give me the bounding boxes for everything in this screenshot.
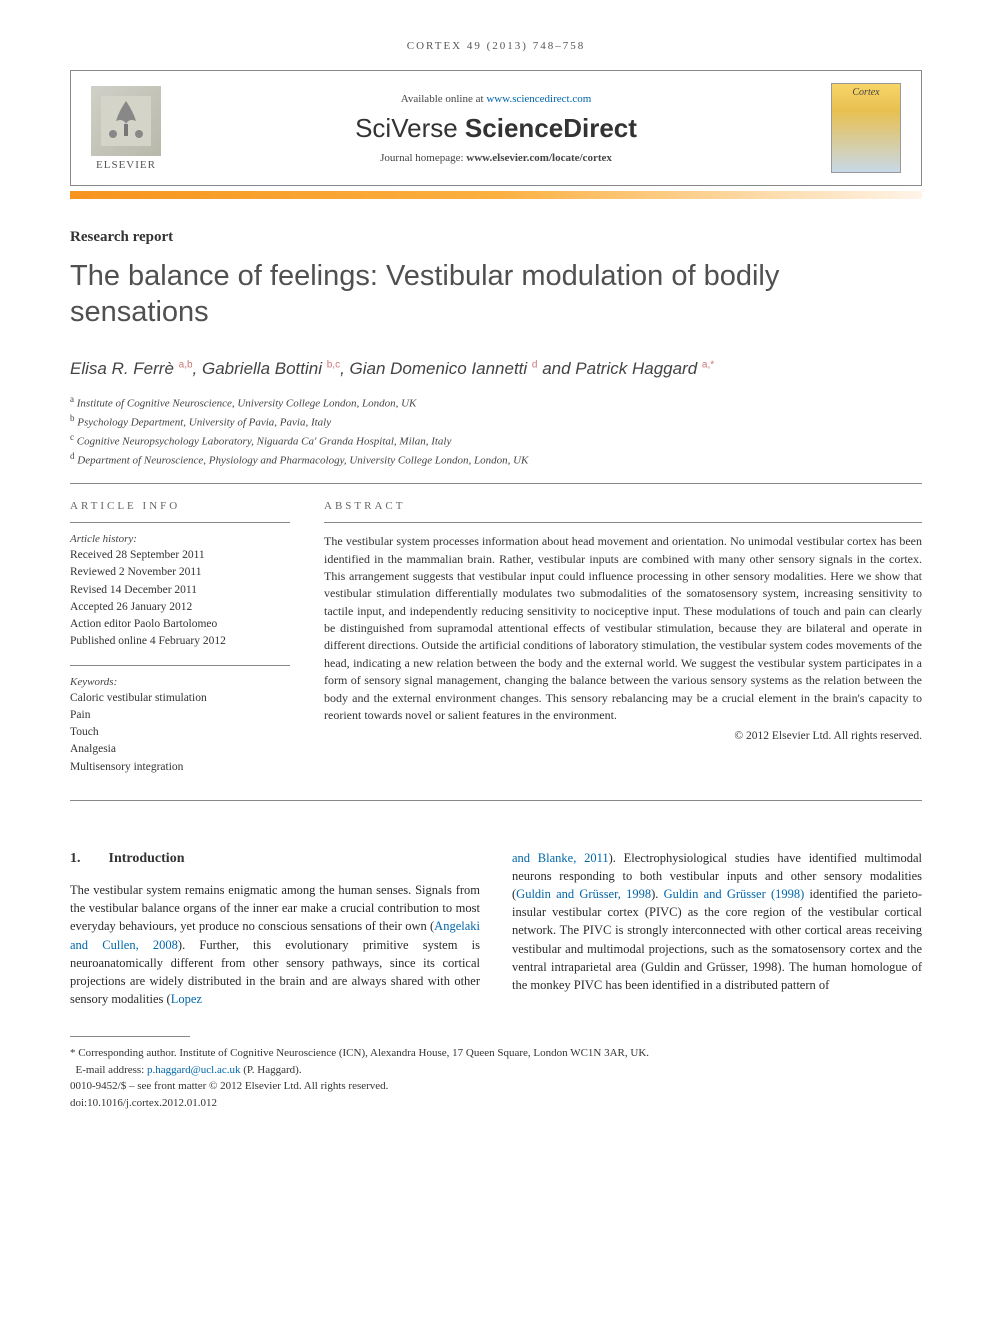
keywords-block: Caloric vestibular stimulationPainTouchA… xyxy=(70,690,290,776)
orange-divider-bar xyxy=(70,191,922,199)
article-type: Research report xyxy=(70,229,922,246)
footnotes: * Corresponding author. Institute of Cog… xyxy=(70,1045,922,1111)
rule-bottom xyxy=(70,800,922,801)
email-line: E-mail address: p.haggard@ucl.ac.uk (P. … xyxy=(70,1062,922,1079)
publisher-block: ELSEVIER xyxy=(91,86,161,171)
doi-line: doi:10.1016/j.cortex.2012.01.012 xyxy=(70,1095,922,1112)
homepage-url[interactable]: www.elsevier.com/locate/cortex xyxy=(466,152,612,164)
available-prefix: Available online at xyxy=(401,93,487,105)
email-name: (P. Haggard). xyxy=(241,1064,302,1076)
header-center: Available online at www.sciencedirect.co… xyxy=(161,93,831,164)
issn-line: 0010-9452/$ – see front matter © 2012 El… xyxy=(70,1078,922,1095)
abstract-text: The vestibular system processes informat… xyxy=(324,533,922,724)
info-rule-2 xyxy=(70,665,290,666)
article-info-column: ARTICLE INFO Article history: Received 2… xyxy=(70,500,290,790)
journal-homepage: Journal homepage: www.elsevier.com/locat… xyxy=(161,152,831,164)
journal-reference: CORTEX 49 (2013) 748–758 xyxy=(70,40,922,52)
journal-cover-thumbnail: Cortex xyxy=(831,83,901,173)
body-column-right: and Blanke, 2011). Electrophysiological … xyxy=(512,849,922,1008)
info-abstract-row: ARTICLE INFO Article history: Received 2… xyxy=(70,500,922,790)
sciencedirect-link[interactable]: www.sciencedirect.com xyxy=(486,93,591,105)
publisher-name: ELSEVIER xyxy=(96,159,156,171)
corresponding-author: * Corresponding author. Institute of Cog… xyxy=(70,1045,922,1062)
section-title: Introduction xyxy=(109,849,185,869)
homepage-prefix: Journal homepage: xyxy=(380,152,466,164)
affiliations: a Institute of Cognitive Neuroscience, U… xyxy=(70,393,922,470)
section-heading: 1. Introduction xyxy=(70,849,480,869)
footnote-rule xyxy=(70,1036,190,1037)
abstract-copyright: © 2012 Elsevier Ltd. All rights reserved… xyxy=(324,730,922,742)
rule-top xyxy=(70,483,922,484)
sciverse-brand: SciVerse ScienceDirect xyxy=(161,113,831,144)
cover-title: Cortex xyxy=(852,87,879,98)
available-online-text: Available online at www.sciencedirect.co… xyxy=(161,93,831,105)
history-label: Article history: xyxy=(70,533,290,545)
keywords-label: Keywords: xyxy=(70,676,290,688)
header-box: ELSEVIER Available online at www.science… xyxy=(70,70,922,186)
info-rule-1 xyxy=(70,522,290,523)
email-label: E-mail address: xyxy=(76,1064,147,1076)
article-title: The balance of feelings: Vestibular modu… xyxy=(70,258,922,331)
body-text-right: and Blanke, 2011). Electrophysiological … xyxy=(512,849,922,994)
body-column-left: 1. Introduction The vestibular system re… xyxy=(70,849,480,1008)
elsevier-tree-logo xyxy=(91,86,161,156)
authors-line: Elisa R. Ferrè a,b, Gabriella Bottini b,… xyxy=(70,359,922,379)
abstract-rule xyxy=(324,522,922,523)
abstract-column: ABSTRACT The vestibular system processes… xyxy=(324,500,922,790)
section-number: 1. xyxy=(70,849,81,869)
body-text-left: The vestibular system remains enigmatic … xyxy=(70,881,480,1008)
article-info-heading: ARTICLE INFO xyxy=(70,500,290,512)
abstract-heading: ABSTRACT xyxy=(324,500,922,512)
body-columns: 1. Introduction The vestibular system re… xyxy=(70,849,922,1008)
email-link[interactable]: p.haggard@ucl.ac.uk xyxy=(147,1064,241,1076)
history-block: Received 28 September 2011Reviewed 2 Nov… xyxy=(70,547,290,651)
